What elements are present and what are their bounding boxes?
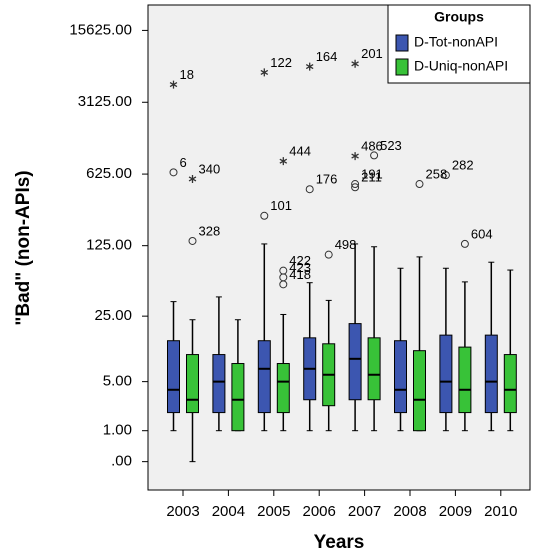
y-tick-label: 3125.00 xyxy=(78,93,132,110)
box xyxy=(257,340,271,414)
outlier-circle xyxy=(279,280,288,289)
outlier-label: 423 xyxy=(289,260,311,275)
outlier-label: 523 xyxy=(380,138,402,153)
legend-box xyxy=(387,4,531,84)
box xyxy=(394,340,407,414)
box xyxy=(276,363,290,414)
outlier-label: 282 xyxy=(452,158,474,173)
outlier-label: 176 xyxy=(316,172,338,187)
box xyxy=(413,350,426,432)
y-tick-label: .00 xyxy=(111,453,132,470)
box xyxy=(348,323,362,401)
legend-label: D-Uniq-nonAPI xyxy=(414,58,508,74)
box xyxy=(167,340,180,414)
outlier-circle xyxy=(351,183,360,192)
x-tick-label: 2005 xyxy=(257,503,290,520)
outlier-circle xyxy=(441,171,450,180)
outlier-label: 498 xyxy=(335,237,357,252)
outlier-label: 340 xyxy=(199,161,221,176)
outlier-label: 422 xyxy=(289,253,311,268)
y-tick-label: 25.00 xyxy=(94,307,132,324)
x-tick-label: 2009 xyxy=(439,503,472,520)
outlier-star xyxy=(351,59,359,68)
x-tick-label: 2007 xyxy=(348,503,381,520)
x-axis-label: Years xyxy=(314,532,365,553)
box xyxy=(439,334,453,414)
box xyxy=(503,354,517,414)
outlier-circle xyxy=(460,239,469,248)
y-tick-label: 15625.00 xyxy=(69,21,132,38)
outlier-circle xyxy=(351,180,360,189)
box xyxy=(458,346,472,414)
y-tick-label: 125.00 xyxy=(86,237,132,254)
y-tick-label: 625.00 xyxy=(86,165,132,182)
outlier-label: 122 xyxy=(270,55,292,70)
outlier-circle xyxy=(415,180,424,189)
outlier-star xyxy=(260,68,269,77)
x-tick-label: 2004 xyxy=(212,503,245,520)
outlier-circle xyxy=(169,168,178,177)
outlier-circle xyxy=(305,185,314,194)
outlier-label: 18 xyxy=(180,67,194,82)
outlier-circle xyxy=(324,250,333,259)
outlier-label: 6 xyxy=(180,155,187,170)
outlier-star xyxy=(279,157,288,166)
outlier-star xyxy=(188,174,197,183)
y-tick-label: 5.00 xyxy=(103,373,132,390)
outlier-star xyxy=(169,80,178,89)
legend-title: Groups xyxy=(434,9,484,25)
outlier-circle xyxy=(260,211,269,220)
box xyxy=(186,354,199,414)
box xyxy=(484,334,498,414)
outlier-label: 444 xyxy=(289,144,311,159)
outlier-circle xyxy=(188,236,197,245)
outlier-label: 101 xyxy=(270,198,292,213)
outlier-label: 486 xyxy=(361,139,383,154)
outlier-label: 164 xyxy=(316,49,338,64)
outlier-label: 328 xyxy=(199,223,221,238)
box xyxy=(367,337,381,401)
y-axis-label: "Bad" (non-APIs) xyxy=(13,170,34,325)
outlier-label: 211 xyxy=(361,170,382,185)
y-tick-label: 1.00 xyxy=(103,422,132,439)
outlier-label: 191 xyxy=(361,166,383,181)
legend-label: D-Tot-nonAPI xyxy=(414,34,498,50)
outlier-label: 258 xyxy=(426,166,448,181)
outlier-circle xyxy=(370,151,379,160)
outlier-label: 604 xyxy=(471,226,493,241)
legend-swatch xyxy=(395,34,409,52)
outlier-star xyxy=(351,152,359,161)
outlier-label: 201 xyxy=(361,46,383,61)
box xyxy=(231,363,245,432)
outlier-star xyxy=(305,62,314,71)
x-tick-label: 2010 xyxy=(484,503,517,520)
outlier-label: 418 xyxy=(289,267,311,282)
legend-swatch xyxy=(395,58,409,76)
x-tick-label: 2003 xyxy=(166,503,199,520)
x-tick-label: 2006 xyxy=(303,503,336,520)
x-tick-label: 2008 xyxy=(393,503,426,520)
box xyxy=(212,354,226,414)
